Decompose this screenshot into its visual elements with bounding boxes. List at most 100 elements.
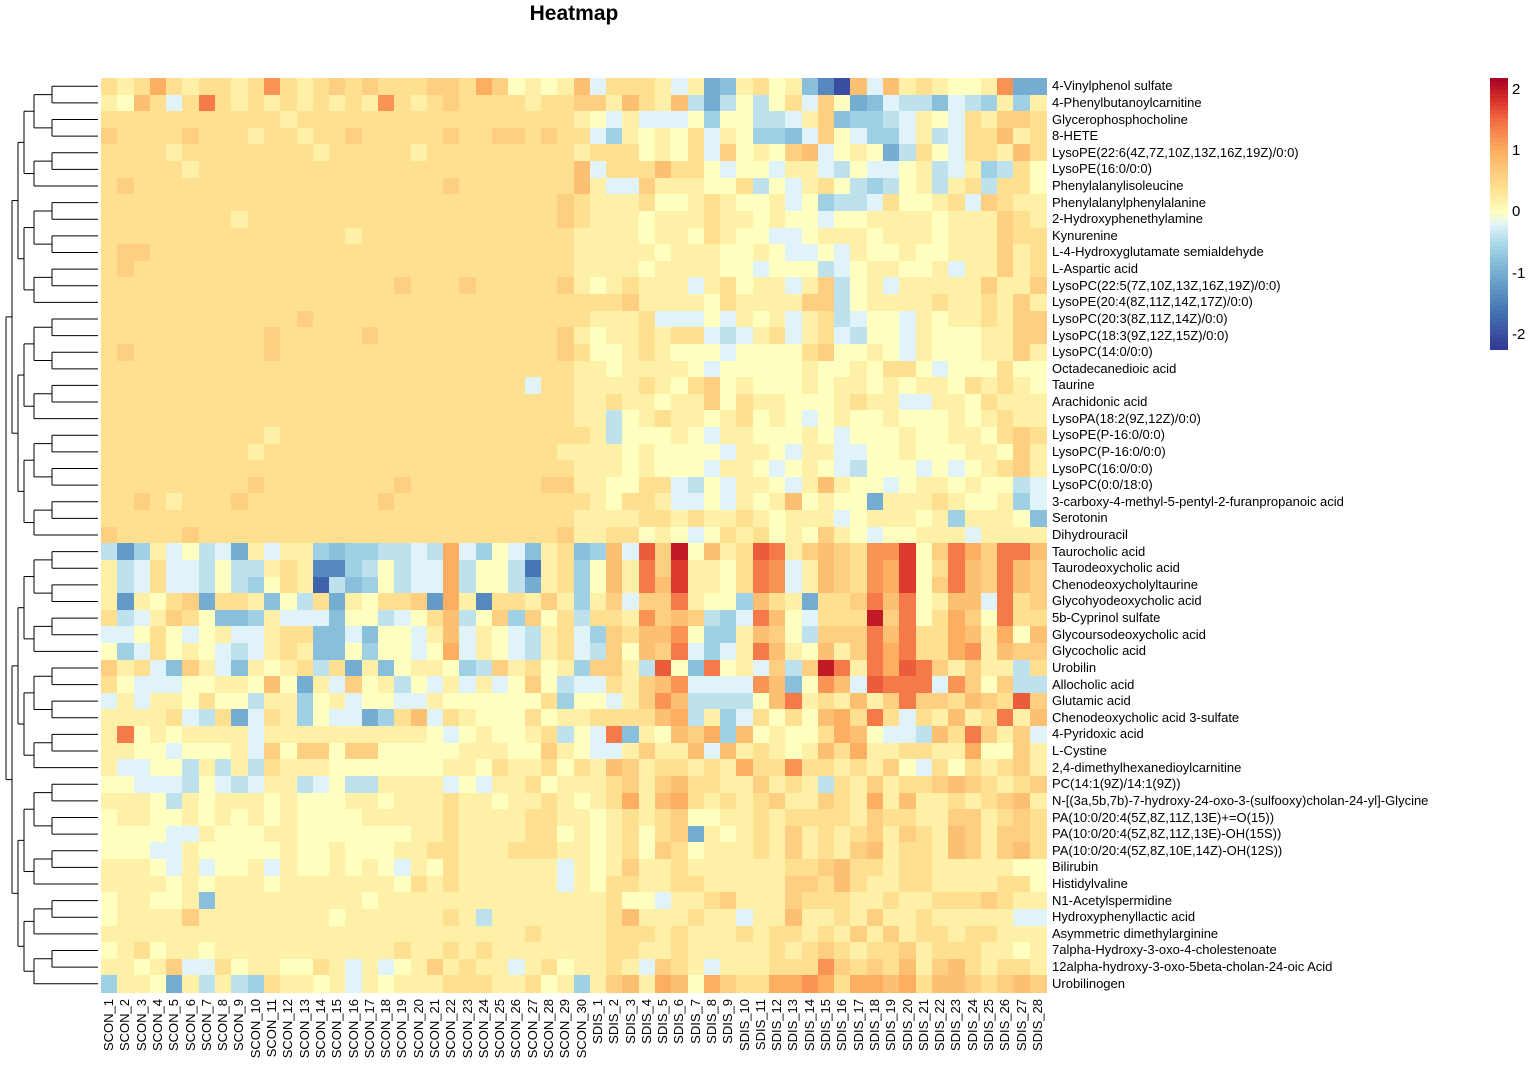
- heatmap-cell: [915, 194, 933, 212]
- heatmap-cell: [133, 78, 151, 96]
- heatmap-cell: [769, 161, 786, 179]
- heatmap-cell: [459, 759, 477, 777]
- heatmap-cell: [589, 310, 607, 328]
- heatmap-cell: [671, 626, 689, 644]
- heatmap-cell: [133, 310, 151, 328]
- heatmap-cell: [589, 892, 607, 910]
- heatmap-cell: [149, 227, 167, 245]
- heatmap-cell: [508, 576, 526, 594]
- heatmap-cell: [166, 393, 184, 411]
- heatmap-cell: [834, 709, 852, 727]
- heatmap-cell: [410, 842, 428, 860]
- heatmap-cell: [475, 775, 493, 794]
- heatmap-cell: [948, 759, 966, 777]
- heatmap-cell: [834, 942, 852, 960]
- column-label: SCON_21: [427, 999, 442, 1059]
- heatmap-cell: [931, 260, 949, 278]
- heatmap-cell: [720, 210, 738, 229]
- heatmap-cell: [247, 294, 265, 312]
- heatmap-cell: [883, 526, 900, 544]
- color-key-swatch: [1490, 242, 1508, 247]
- heatmap-cell: [720, 726, 738, 744]
- heatmap-cell: [166, 277, 184, 295]
- heatmap-cell: [182, 809, 200, 827]
- heatmap-cell: [622, 493, 640, 511]
- heatmap-cell: [133, 144, 151, 162]
- heatmap-cell: [215, 726, 232, 744]
- heatmap-cell: [215, 942, 232, 960]
- heatmap-cell: [280, 144, 298, 162]
- row-label: N1-Acetylspermidine: [1052, 892, 1172, 908]
- heatmap-cell: [931, 676, 949, 694]
- heatmap-cell: [280, 643, 298, 661]
- heatmap-cell: [280, 908, 298, 927]
- heatmap-cell: [671, 942, 689, 960]
- heatmap-cell: [703, 809, 721, 827]
- heatmap-cell: [377, 908, 395, 927]
- heatmap-cell: [866, 709, 884, 727]
- heatmap-cell: [980, 576, 998, 594]
- heatmap-cell: [1029, 643, 1047, 661]
- heatmap-cell: [1013, 210, 1031, 229]
- heatmap-cell: [215, 443, 232, 461]
- heatmap-cell: [426, 327, 444, 345]
- heatmap-cell: [280, 327, 298, 345]
- heatmap-cell: [589, 127, 607, 146]
- heatmap-cell: [101, 559, 118, 578]
- heatmap-cell: [149, 958, 167, 976]
- heatmap-cell: [540, 659, 558, 677]
- heatmap-cell: [443, 377, 461, 395]
- heatmap-cell: [948, 94, 966, 112]
- heatmap-cell: [231, 310, 249, 328]
- heatmap-cell: [426, 626, 444, 644]
- heatmap-cell: [1013, 942, 1031, 960]
- heatmap-cell: [182, 726, 200, 744]
- heatmap-cell: [524, 692, 542, 711]
- heatmap-cell: [361, 410, 379, 428]
- heatmap-cell: [573, 327, 591, 345]
- heatmap-cell: [557, 975, 575, 993]
- heatmap-cell: [915, 559, 933, 578]
- heatmap-cell: [394, 360, 412, 378]
- heatmap-cell: [654, 111, 672, 129]
- heatmap-cell: [736, 676, 754, 694]
- heatmap-cell: [394, 144, 412, 162]
- heatmap-cell: [687, 260, 705, 278]
- heatmap-cell: [394, 759, 412, 777]
- heatmap-cell: [117, 842, 135, 860]
- heatmap-cell: [492, 775, 509, 794]
- heatmap-cell: [606, 194, 623, 212]
- heatmap-cell: [345, 177, 363, 195]
- heatmap-cell: [231, 692, 249, 711]
- heatmap-cell: [198, 244, 216, 262]
- heatmap-cell: [459, 559, 477, 578]
- heatmap-cell: [769, 842, 786, 860]
- heatmap-cell: [198, 127, 216, 146]
- heatmap-cell: [801, 227, 819, 245]
- heatmap-cell: [817, 543, 835, 561]
- heatmap-cell: [426, 709, 444, 727]
- heatmap-cell: [101, 692, 118, 711]
- heatmap-cell: [834, 194, 852, 212]
- heatmap-cell: [410, 609, 428, 627]
- heatmap-cell: [606, 543, 623, 561]
- heatmap-cell: [361, 510, 379, 528]
- heatmap-cell: [1029, 94, 1047, 112]
- heatmap-cell: [687, 925, 705, 943]
- heatmap-cell: [117, 360, 135, 378]
- heatmap-cell: [215, 609, 232, 627]
- heatmap-cell: [850, 310, 868, 328]
- heatmap-cell: [948, 443, 966, 461]
- heatmap-cell: [475, 510, 493, 528]
- heatmap-cell: [280, 676, 298, 694]
- heatmap-cell: [687, 975, 705, 993]
- heatmap-cell: [329, 759, 346, 777]
- heatmap-cell: [426, 859, 444, 877]
- heatmap-cell: [508, 942, 526, 960]
- heatmap-cell: [997, 975, 1014, 993]
- heatmap-cell: [296, 643, 314, 661]
- heatmap-cell: [638, 792, 656, 810]
- heatmap-cell: [247, 144, 265, 162]
- heatmap-cell: [817, 576, 835, 594]
- heatmap-cell: [329, 792, 346, 810]
